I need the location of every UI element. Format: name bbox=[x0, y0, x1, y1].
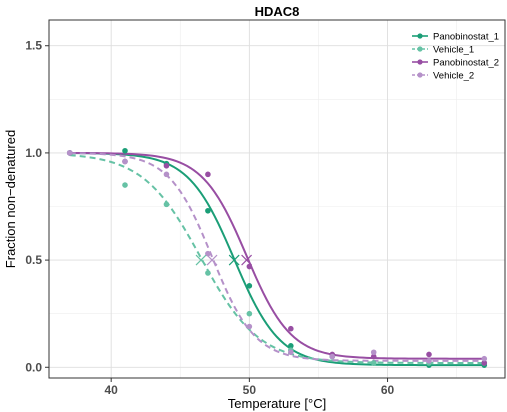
data-point-vehicle-2 bbox=[205, 250, 211, 257]
legend-item-vehicle-1: Vehicle_1 bbox=[412, 45, 474, 56]
fit-curve-panobinostat-1 bbox=[69, 152, 485, 367]
data-point-vehicle-2 bbox=[122, 158, 128, 165]
y-tick-label: 1.5 bbox=[25, 39, 42, 53]
legend-label: Vehicle_2 bbox=[433, 71, 474, 82]
x-tick-label: 40 bbox=[105, 383, 119, 397]
data-point-vehicle-2 bbox=[163, 171, 170, 178]
fit-curve-vehicle-1 bbox=[69, 154, 485, 364]
data-point-vehicle-1 bbox=[370, 360, 377, 366]
data-point-vehicle-2 bbox=[426, 358, 432, 364]
tm-marker-vehicle-2 bbox=[206, 254, 218, 266]
data-point-panobinostat-2 bbox=[370, 353, 377, 360]
y-tick-label: 1.0 bbox=[25, 146, 42, 160]
axis-ticks: 40 50 60 0.0 0.5 1.0 1.5 bbox=[25, 39, 394, 397]
x-tick-label: 50 bbox=[243, 383, 257, 397]
data-point-panobinostat-2 bbox=[205, 171, 211, 178]
data-points bbox=[66, 147, 488, 368]
legend-key-point bbox=[417, 59, 423, 65]
data-point-vehicle-1 bbox=[246, 310, 253, 317]
tm-marker-panobinostat-2 bbox=[241, 254, 253, 266]
legend-label: Panobinostat_2 bbox=[433, 58, 499, 69]
data-point-panobinostat-1 bbox=[205, 207, 211, 214]
legend-key-point bbox=[417, 33, 423, 39]
tm-marker-stroke bbox=[228, 254, 240, 266]
data-point-panobinostat-1 bbox=[288, 343, 294, 349]
legend-label: Panobinostat_1 bbox=[433, 32, 499, 43]
legend-item-vehicle-2: Vehicle_2 bbox=[412, 71, 474, 82]
data-point-vehicle-1 bbox=[122, 182, 128, 188]
tm-marker-stroke bbox=[195, 254, 207, 266]
fit-curve-panobinostat-2 bbox=[69, 151, 485, 360]
legend-key-point bbox=[417, 46, 423, 52]
midpoint-markers bbox=[195, 254, 253, 266]
tm-marker-vehicle-1 bbox=[195, 254, 207, 266]
fit-curve-vehicle-2 bbox=[69, 152, 485, 362]
data-point-panobinostat-2 bbox=[163, 162, 170, 169]
legend-item-panobinostat-2: Panobinostat_2 bbox=[412, 58, 499, 69]
data-point-vehicle-1 bbox=[205, 270, 211, 276]
data-point-panobinostat-1 bbox=[246, 283, 253, 289]
data-point-panobinostat-1 bbox=[122, 147, 128, 154]
fit-curves bbox=[69, 151, 485, 367]
data-point-vehicle-2 bbox=[481, 355, 488, 362]
data-point-panobinostat-2 bbox=[426, 351, 432, 358]
x-tick-label: 60 bbox=[381, 383, 395, 397]
y-tick-label: 0.0 bbox=[25, 360, 42, 374]
plot-panel-border bbox=[48, 19, 506, 379]
tm-marker-stroke bbox=[206, 254, 218, 266]
y-axis-title: Fraction non−denatured bbox=[3, 130, 18, 268]
data-point-vehicle-2 bbox=[329, 353, 336, 360]
data-point-vehicle-2 bbox=[246, 323, 253, 330]
legend: Panobinostat_1 Vehicle_1 Panobinostat_2 Veh… bbox=[412, 32, 499, 82]
x-axis-title: Temperature [°C] bbox=[228, 396, 326, 411]
data-point-panobinostat-2 bbox=[288, 325, 294, 332]
y-tick-label: 0.5 bbox=[25, 253, 42, 267]
data-point-vehicle-2 bbox=[66, 150, 73, 156]
tm-marker-stroke bbox=[241, 254, 253, 266]
tm-marker-panobinostat-1 bbox=[228, 254, 240, 266]
data-point-vehicle-1 bbox=[163, 201, 170, 208]
data-point-vehicle-2 bbox=[288, 349, 294, 356]
legend-key-point bbox=[417, 72, 423, 78]
data-point-panobinostat-2 bbox=[481, 360, 488, 366]
data-point-vehicle-2 bbox=[370, 349, 377, 356]
data-point-panobinostat-2 bbox=[246, 263, 253, 270]
chart-title: HDAC8 bbox=[255, 4, 300, 19]
legend-label: Vehicle_1 bbox=[433, 45, 474, 56]
legend-item-panobinostat-1: Panobinostat_1 bbox=[412, 32, 499, 43]
